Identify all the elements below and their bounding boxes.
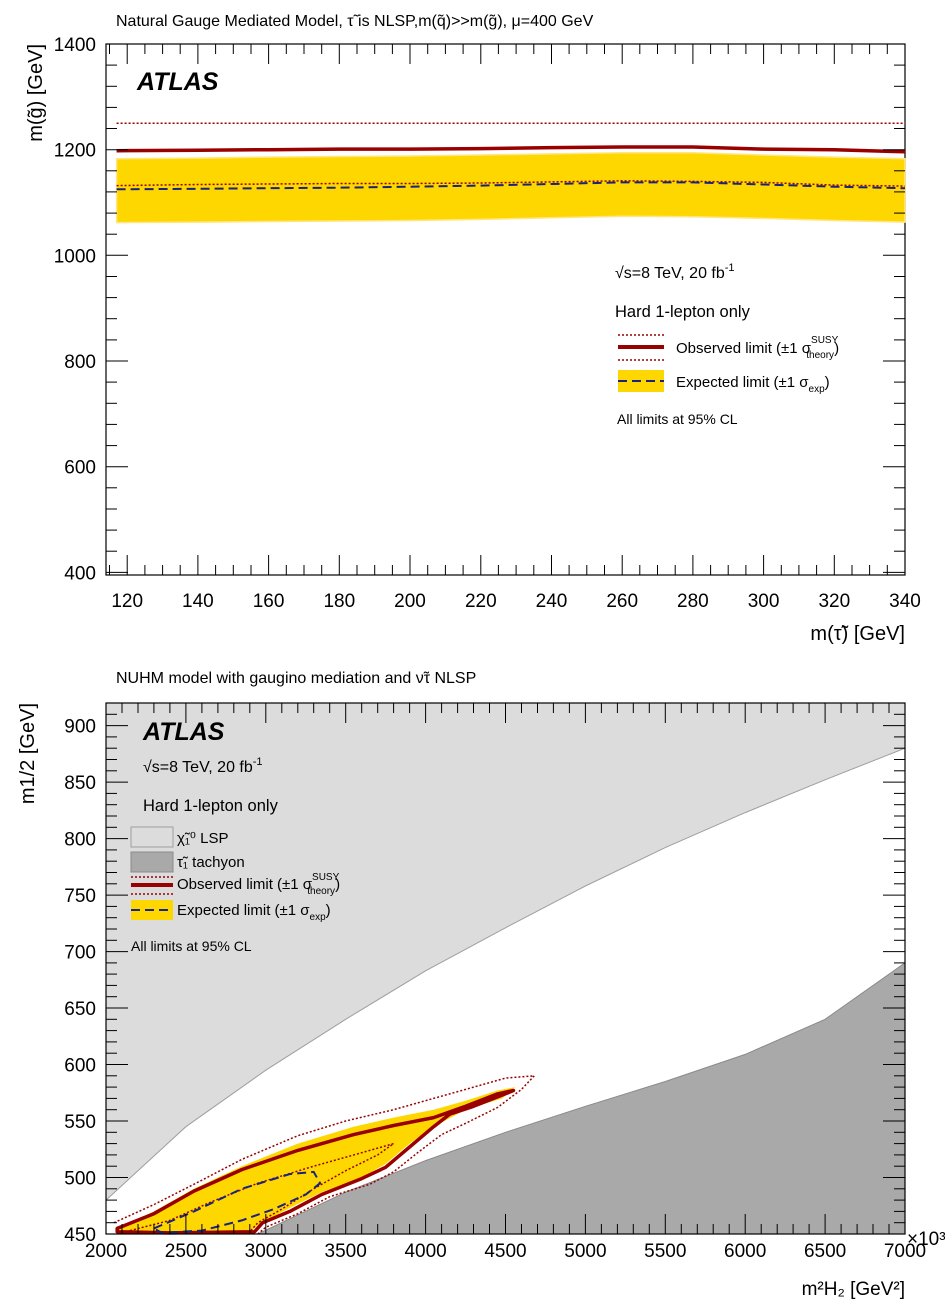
bottom-y-tick-label: 900: [64, 717, 96, 738]
bottom-y-tick-label: 500: [64, 1169, 96, 1190]
bottom-y-tick-label: 450: [64, 1225, 96, 1246]
bottom-y-tick-label: 750: [64, 886, 96, 907]
bottom-x-tick-label: 3500: [325, 1241, 367, 1262]
top-legend-energy: √s=8 TeV, 20 fb-1: [615, 262, 735, 282]
bottom-x-scale-factor: ×10³: [907, 1229, 945, 1250]
bottom-y-tick-label: 800: [64, 830, 96, 851]
bottom-expected-limit: [151, 1170, 322, 1234]
bottom-legend-lsp-swatch: [130, 826, 174, 848]
top-x-tick-label: 220: [465, 591, 497, 612]
bottom-chart: NUHM model with gaugino mediation and ν̃…: [17, 670, 945, 1300]
top-observed-limit-line: [116, 145, 906, 154]
bottom-x-tick-label: 6000: [724, 1241, 766, 1262]
bottom-chart-title: NUHM model with gaugino mediation and ν̃…: [116, 670, 476, 687]
top-legend-cl: All limits at 95% CL: [617, 411, 738, 427]
bottom-y-tick-label: 650: [64, 999, 96, 1020]
bottom-x-axis-label: m²H₂ [GeV²]: [802, 1279, 905, 1300]
top-legend-observed-label: Observed limit (±1 σSUSY theory): [676, 335, 839, 361]
top-x-axis-label: m(τ̃) [GeV]: [810, 623, 905, 645]
top-x-tick-label: 200: [394, 591, 426, 612]
bottom-x-tick-label: 3000: [245, 1241, 287, 1262]
top-legend: √s=8 TeV, 20 fb-1 Hard 1-lepton only Obs…: [615, 262, 839, 427]
top-y-tick-label: 800: [64, 352, 96, 373]
bottom-legend-tachyon-swatch: [130, 851, 174, 873]
top-chart-title: Natural Gauge Mediated Model, τ̃ is NLSP…: [116, 13, 594, 30]
bottom-x-tick-label: 2000: [85, 1241, 127, 1262]
bottom-legend: √s=8 TeV, 20 fb-1 Hard 1-lepton only χ̃₁…: [130, 756, 340, 954]
top-legend-selection: Hard 1-lepton only: [615, 303, 751, 321]
top-x-tick-label: 300: [748, 591, 780, 612]
bottom-x-tick-label: 4500: [484, 1241, 526, 1262]
top-atlas-label: ATLAS: [136, 68, 219, 96]
bottom-legend-energy: √s=8 TeV, 20 fb-1: [143, 756, 263, 776]
bottom-legend-selection: Hard 1-lepton only: [143, 797, 279, 815]
top-x-tick-label: 260: [606, 591, 638, 612]
bottom-lsp-boundary: [105, 747, 906, 1201]
top-chart: Natural Gauge Mediated Model, τ̃ is NLSP…: [25, 13, 921, 645]
bottom-legend-observed-label: Observed limit (±1 σSUSY theory): [177, 872, 340, 897]
top-y-tick-label: 1200: [54, 141, 96, 162]
top-x-tick-label: 240: [536, 591, 568, 612]
bottom-legend-tachyon-label: τ̃₁ tachyon: [177, 854, 245, 871]
top-x-tick-label: 140: [182, 591, 214, 612]
top-y-tick-label: 1000: [54, 246, 96, 267]
top-plot-frame: [105, 43, 906, 576]
bottom-legend-expected-label: Expected limit (±1 σexp): [177, 902, 331, 923]
bottom-x-tick-label: 5500: [644, 1241, 686, 1262]
top-y-tick-label: 1400: [54, 35, 96, 56]
bottom-x-tick-label: 6500: [804, 1241, 846, 1262]
bottom-observed-theory-up: [113, 1074, 537, 1235]
top-observed-theory-line: [116, 180, 906, 187]
top-x-tick-label: 340: [889, 591, 921, 612]
top-x-tick-label: 120: [111, 591, 143, 612]
top-expected-limit-line: [116, 181, 906, 191]
bottom-legend-cl: All limits at 95% CL: [131, 938, 252, 954]
top-x-tick-label: 320: [818, 591, 850, 612]
bottom-y-tick-label: 700: [64, 943, 96, 964]
bottom-legend-lsp-label: χ̃₁⁰ LSP: [177, 830, 228, 847]
bottom-x-tick-label: 5000: [564, 1241, 606, 1262]
top-expected-band: [115, 152, 906, 224]
bottom-atlas-label: ATLAS: [142, 718, 225, 746]
bottom-x-tick-label: 2500: [165, 1241, 207, 1262]
bottom-lsp-region: [106, 703, 905, 1201]
bottom-x-tick-label: 4000: [404, 1241, 446, 1262]
top-x-tick-label: 180: [323, 591, 355, 612]
bottom-y-tick-label: 850: [64, 773, 96, 794]
bottom-x-tick-label: 7000: [884, 1241, 926, 1262]
top-y-axis-label: m(g̃) [GeV]: [25, 44, 47, 142]
top-legend-expected-label: Expected limit (±1 σexp): [676, 374, 830, 395]
bottom-y-axis-label: m1/2 [GeV]: [17, 703, 39, 804]
top-y-tick-label: 400: [64, 563, 96, 584]
top-x-tick-label: 160: [253, 591, 285, 612]
bottom-observed-limit: [115, 1088, 516, 1235]
bottom-y-tick-label: 600: [64, 1056, 96, 1077]
bottom-observed-theory-down: [129, 1142, 395, 1233]
bottom-expected-band: [118, 1087, 516, 1233]
top-x-tick-label: 280: [677, 591, 709, 612]
bottom-y-tick-label: 550: [64, 1112, 96, 1133]
top-y-tick-label: 600: [64, 458, 96, 479]
